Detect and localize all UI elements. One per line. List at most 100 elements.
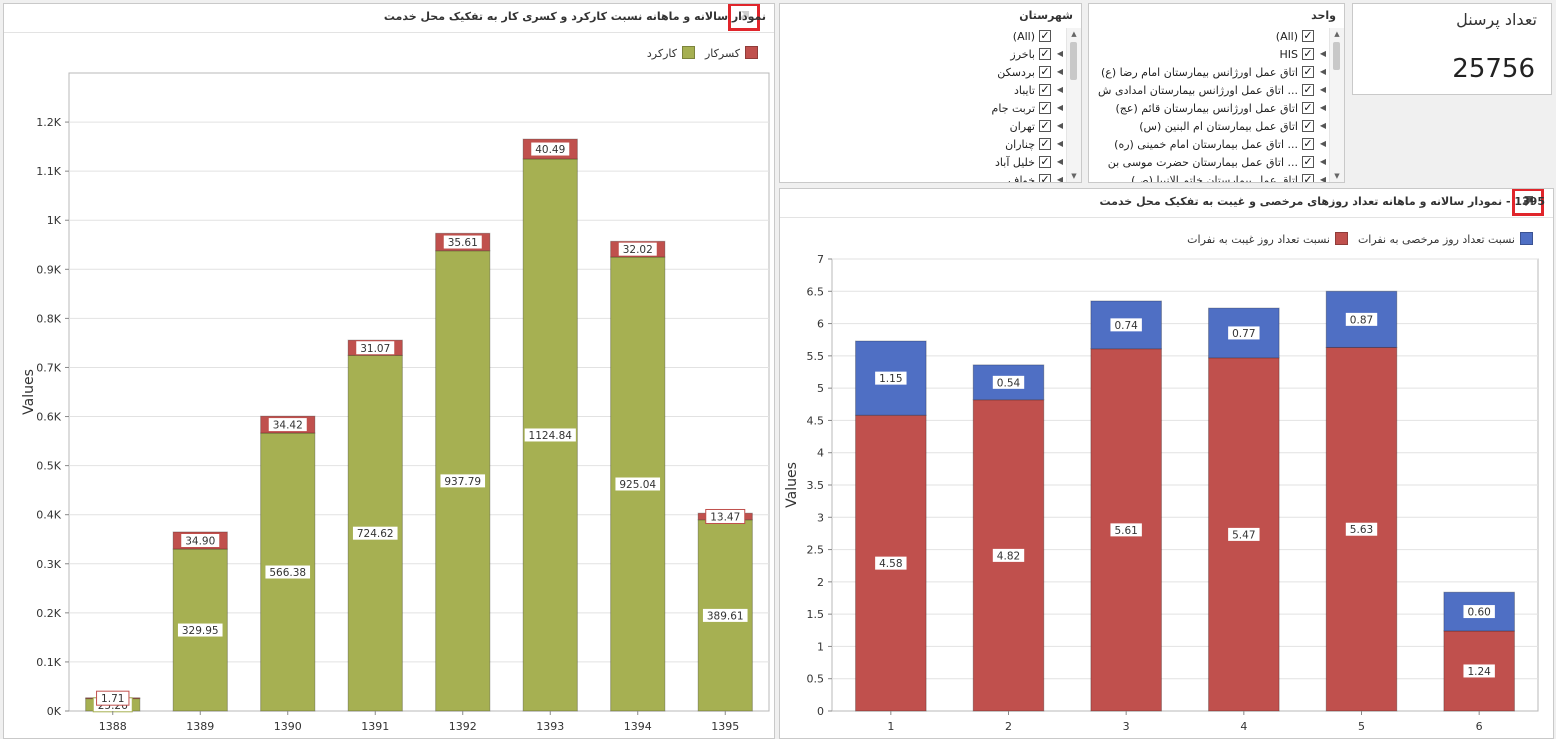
drill-up-button-left[interactable] <box>728 4 760 31</box>
checkbox[interactable]: ✓ <box>1039 119 1051 132</box>
data-label-text: 4.82 <box>997 550 1020 562</box>
data-label-text: 1124.84 <box>529 430 573 442</box>
drill-up-button-right[interactable] <box>1512 189 1544 216</box>
checkbox[interactable]: ✓ <box>1039 101 1051 114</box>
data-label: 329.95 <box>176 622 224 638</box>
unit-filter-item[interactable]: ◀ ✓ HIS <box>1089 46 1330 64</box>
unit-filter-item[interactable]: ◀ ✓ اتاق عمل اورژانس بیمارستان امام رضا (ع… <box>1089 64 1330 82</box>
data-label-box <box>991 374 1026 390</box>
city-filter-item[interactable]: ◀ ✓ خلیل آباد <box>780 154 1067 172</box>
checkbox[interactable]: ✓ <box>1302 174 1314 182</box>
filter-item-label: HIS <box>1279 48 1299 61</box>
unit-filter-scrollbar[interactable]: ▲ ▼ <box>1329 28 1344 182</box>
checkbox[interactable]: ✓ <box>1302 101 1314 114</box>
y-tick-label: 1 <box>817 640 824 653</box>
scroll-up-icon[interactable]: ▲ <box>1071 30 1077 38</box>
expand-arrow-icon[interactable]: ◀ <box>1056 103 1063 112</box>
y-tick-label: 0.2K <box>36 607 61 620</box>
x-tick-label: 5 <box>1358 720 1365 733</box>
unit-filter-item[interactable]: ✓ (All) <box>1089 28 1330 46</box>
y-tick-label: 4.5 <box>807 414 825 427</box>
checkbox[interactable]: ✓ <box>1302 137 1314 150</box>
unit-filter-item[interactable]: ◀ ✓ ... اتاق عمل اورژانس بیمارستان امدادی … <box>1089 82 1330 100</box>
checkbox[interactable]: ✓ <box>1302 65 1314 78</box>
checkbox[interactable]: ✓ <box>1302 47 1314 60</box>
city-filter-item[interactable]: ◀ ✓ خواف <box>780 172 1067 183</box>
filter-item-label: باخرز <box>1010 48 1035 61</box>
city-filter-item[interactable]: ◀ ✓ چناران <box>780 136 1067 154</box>
y-tick-label: 0.4K <box>36 509 61 522</box>
data-label: 724.62 <box>351 525 399 541</box>
scroll-down-icon[interactable]: ▼ <box>1071 172 1077 180</box>
unit-filter-list: ✓ (All) ◀ ✓ HIS ◀ ✓ اتاق عمل اورژانس بیمارستان … <box>1089 28 1330 182</box>
data-label-text: 34.42 <box>273 420 303 432</box>
checkbox[interactable]: ✓ <box>1039 155 1051 168</box>
checkbox[interactable]: ✓ <box>1302 155 1314 168</box>
expand-arrow-icon[interactable]: ◀ <box>1056 67 1063 76</box>
unit-filter-panel: واحد ✓ (All) ◀ ✓ HIS ◀ ✓ اتاق عمل اورژانس بیمار… <box>1088 3 1345 183</box>
scroll-thumb[interactable] <box>1333 42 1340 70</box>
x-tick-label: 1 <box>887 720 894 733</box>
data-label-text: 0.87 <box>1350 314 1373 326</box>
expand-arrow-icon[interactable]: ◀ <box>1319 49 1326 58</box>
city-filter-item[interactable]: ◀ ✓ تایباد <box>780 82 1067 100</box>
expand-arrow-icon[interactable]: ◀ <box>1319 85 1326 94</box>
data-label-box <box>267 417 308 433</box>
scroll-thumb[interactable] <box>1070 42 1077 80</box>
data-label: 1.24 <box>1462 663 1496 679</box>
expand-arrow-icon[interactable]: ◀ <box>1319 121 1326 130</box>
city-filter-item[interactable]: ◀ ✓ باخرز <box>780 46 1067 64</box>
data-label-text: 1.71 <box>101 693 124 705</box>
city-filter-item[interactable]: ✓ (All) <box>780 28 1067 46</box>
checkbox[interactable]: ✓ <box>1039 174 1051 182</box>
checkbox[interactable]: ✓ <box>1302 29 1314 42</box>
data-label-box <box>617 241 658 257</box>
data-label-text: 31.07 <box>360 343 390 355</box>
city-filter-item[interactable]: ◀ ✓ تربت جام <box>780 100 1067 118</box>
data-label: 925.04 <box>614 476 662 492</box>
checkbox[interactable]: ✓ <box>1039 83 1051 96</box>
data-label: 389.61 <box>701 607 749 623</box>
y-tick-label: 2 <box>817 576 824 589</box>
data-label-text: 35.61 <box>448 237 478 249</box>
checkbox[interactable]: ✓ <box>1302 83 1314 96</box>
expand-arrow-icon[interactable]: ◀ <box>1056 121 1063 130</box>
unit-filter-item[interactable]: ◀ ✓ اتاق عمل بیمارستان ام البنین (س) <box>1089 118 1330 136</box>
checkbox[interactable]: ✓ <box>1039 137 1051 150</box>
checkbox[interactable]: ✓ <box>1039 47 1051 60</box>
checkbox[interactable]: ✓ <box>1302 119 1314 132</box>
data-label: 566.38 <box>264 564 312 580</box>
unit-filter-item[interactable]: ◀ ✓ ... اتاق عمل بیمارستان امام خمینی (ره) <box>1089 136 1330 154</box>
checkbox[interactable]: ✓ <box>1039 29 1051 42</box>
city-filter-item[interactable]: ◀ ✓ تهران <box>780 118 1067 136</box>
y-axis-label: Values <box>784 462 800 508</box>
scroll-up-icon[interactable]: ▲ <box>1334 30 1340 38</box>
filter-item-label: ... اتاق عمل بیمارستان امام خمینی (ره) <box>1114 138 1298 151</box>
city-filter-item[interactable]: ◀ ✓ بردسکن <box>780 64 1067 82</box>
data-label: 4.82 <box>991 547 1026 563</box>
expand-arrow-icon[interactable]: ◀ <box>1319 67 1326 76</box>
expand-arrow-icon[interactable]: ◀ <box>1056 85 1063 94</box>
unit-filter-item[interactable]: ◀ ✓ ... اتاق عمل بیمارستان حضرت موسی بن <box>1089 154 1330 172</box>
expand-arrow-icon[interactable]: ◀ <box>1319 157 1326 166</box>
scroll-down-icon[interactable]: ▼ <box>1334 172 1340 180</box>
data-label-box <box>351 525 399 541</box>
y-tick-label: 1.2K <box>36 116 61 129</box>
city-filter-scrollbar[interactable]: ▲ ▼ <box>1066 28 1081 182</box>
expand-arrow-icon[interactable]: ◀ <box>1319 103 1326 112</box>
data-label-box <box>874 555 908 571</box>
expand-arrow-icon[interactable]: ◀ <box>1056 175 1063 183</box>
expand-arrow-icon[interactable]: ◀ <box>1056 49 1063 58</box>
staff-count-title: تعداد پرسنل <box>1456 10 1537 29</box>
filter-item-label: اتاق عمل بیمارستان ام البنین (س) <box>1139 120 1298 133</box>
expand-arrow-icon[interactable]: ◀ <box>1319 175 1326 183</box>
legend-swatch <box>1520 232 1533 245</box>
expand-arrow-icon[interactable]: ◀ <box>1056 157 1063 166</box>
checkbox[interactable]: ✓ <box>1039 65 1051 78</box>
unit-filter-item[interactable]: ◀ ✓ اتاق عمل اورژانس بیمارستان قائم (عج) <box>1089 100 1330 118</box>
y-tick-label: 1.1K <box>36 165 61 178</box>
expand-arrow-icon[interactable]: ◀ <box>1056 139 1063 148</box>
unit-filter-item[interactable]: ◀ ✓ اتاق عمل بیمارستان خاتم الانبیا (ص) <box>1089 172 1330 183</box>
expand-arrow-icon[interactable]: ◀ <box>1319 139 1326 148</box>
data-label: 0.60 <box>1462 604 1496 620</box>
